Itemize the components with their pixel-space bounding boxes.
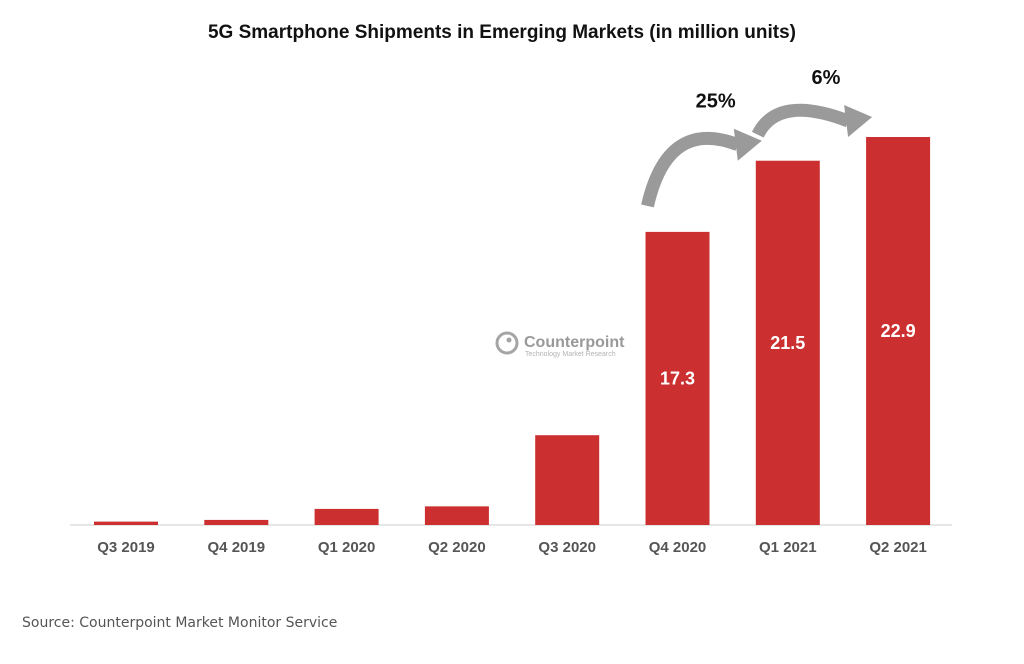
x-tick-label: Q3 2019	[97, 539, 155, 556]
curved-arrow-icon	[751, 103, 851, 138]
watermark-tagline: Technology Market Research	[525, 351, 616, 358]
bar	[204, 519, 269, 525]
watermark-logo: Counterpoint Technology Market Research	[495, 331, 625, 358]
chart-title: 5G Smartphone Shipments in Emerging Mark…	[208, 22, 796, 43]
watermark-brand: Counterpoint	[524, 334, 625, 351]
arrow-head-icon	[844, 105, 873, 137]
x-tick-label: Q4 2020	[649, 539, 707, 556]
x-tick-label: Q4 2019	[208, 539, 266, 556]
growth-annotation: 25%	[696, 91, 736, 113]
x-tick-label: Q2 2021	[869, 539, 927, 556]
arrow-head-icon	[733, 128, 762, 161]
bar	[866, 137, 931, 525]
bar	[535, 435, 600, 525]
x-tick-label: Q1 2021	[759, 539, 817, 556]
growth-annotation: 6%	[811, 67, 840, 89]
data-label: 21.5	[770, 333, 805, 353]
x-tick-label: Q1 2020	[318, 539, 376, 556]
x-tick-label: Q3 2020	[538, 539, 596, 556]
bar	[94, 521, 158, 525]
source-note: Source: Counterpoint Market Monitor Serv…	[22, 615, 338, 631]
bar	[314, 508, 379, 525]
data-label: 17.3	[660, 368, 695, 388]
data-label: 22.9	[881, 321, 916, 341]
bar	[645, 231, 710, 526]
counterpoint-logo-icon	[495, 331, 519, 355]
bar	[755, 160, 820, 525]
curved-arrow-icon	[641, 131, 741, 208]
bar	[424, 506, 489, 525]
x-tick-label: Q2 2020	[428, 539, 486, 556]
